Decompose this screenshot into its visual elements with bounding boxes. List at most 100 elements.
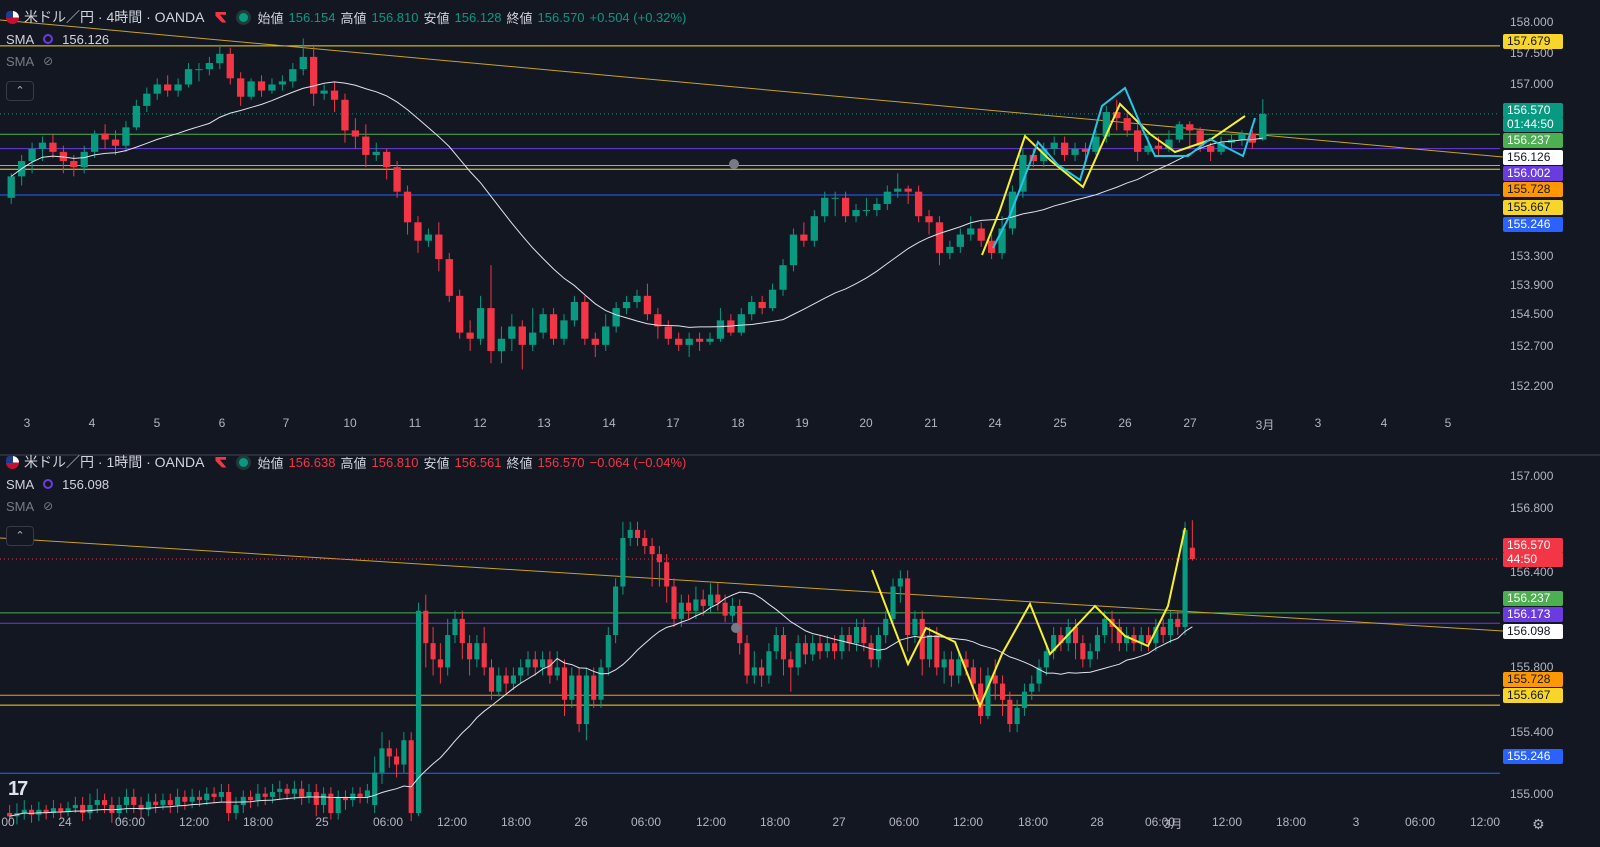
candle[interactable] [233, 796, 239, 820]
candle[interactable] [773, 626, 779, 660]
candle[interactable] [956, 651, 962, 684]
candle[interactable] [131, 788, 137, 814]
candle[interactable] [394, 748, 400, 778]
trend-line[interactable] [0, 537, 1504, 632]
candle[interactable] [839, 626, 845, 660]
candle[interactable] [810, 635, 816, 661]
candle[interactable] [1081, 142, 1090, 162]
candle[interactable] [1109, 610, 1115, 644]
candle[interactable] [627, 521, 633, 547]
candle[interactable] [649, 537, 655, 587]
candle[interactable] [1116, 618, 1122, 652]
sma-line[interactable] [10, 81, 1263, 328]
candle[interactable] [414, 216, 422, 253]
candle[interactable] [675, 332, 683, 351]
candle[interactable] [101, 124, 109, 149]
price-chart-1h[interactable] [0, 456, 1600, 847]
candle[interactable] [111, 130, 120, 155]
candle[interactable] [510, 667, 516, 691]
candle[interactable] [946, 240, 954, 260]
candle[interactable] [576, 667, 582, 733]
candle[interactable] [28, 142, 36, 174]
candle[interactable] [211, 787, 217, 804]
candle[interactable] [539, 308, 547, 339]
candle[interactable] [634, 521, 641, 547]
candle[interactable] [7, 804, 13, 822]
candle[interactable] [654, 308, 662, 339]
candle[interactable] [299, 38, 307, 76]
sma-hidden-row[interactable]: SMA ⊘ [6, 495, 686, 517]
symbol-row[interactable]: 米ドル／円 · 4時間 · OANDA 始値 156.154 高値 156.810 … [6, 6, 686, 28]
candle[interactable] [1092, 130, 1100, 155]
candle[interactable] [656, 546, 662, 587]
candle[interactable] [503, 667, 509, 694]
candle[interactable] [289, 63, 297, 88]
candle[interactable] [167, 793, 173, 814]
candle[interactable] [1189, 520, 1195, 561]
candle[interactable] [970, 659, 976, 700]
candle[interactable] [1182, 521, 1188, 636]
candle[interactable] [518, 320, 526, 370]
candle[interactable] [912, 610, 918, 644]
candle[interactable] [1175, 610, 1181, 636]
chart-panel-1h[interactable]: 米ドル／円 · 1時間 · OANDA 始値 156.638 高値 156.810 … [0, 454, 1600, 847]
candle[interactable] [284, 783, 290, 801]
candle[interactable] [218, 783, 224, 802]
candle[interactable] [1259, 99, 1267, 141]
candle[interactable] [1175, 121, 1183, 143]
candle[interactable] [476, 295, 485, 345]
candle[interactable] [1145, 626, 1152, 652]
candle[interactable] [700, 589, 706, 616]
candle[interactable] [883, 185, 891, 211]
candle[interactable] [824, 635, 830, 658]
candle[interactable] [262, 787, 268, 805]
candle[interactable] [122, 121, 130, 152]
candle[interactable] [205, 56, 214, 76]
candle[interactable] [817, 635, 823, 660]
candle[interactable] [226, 47, 234, 85]
candle[interactable] [497, 326, 506, 364]
candle[interactable] [488, 659, 495, 700]
candle[interactable] [80, 796, 86, 822]
candle[interactable] [841, 191, 850, 223]
candle[interactable] [423, 594, 429, 668]
candle[interactable] [529, 308, 537, 351]
candle[interactable] [525, 651, 531, 676]
candle[interactable] [759, 659, 765, 687]
candle[interactable] [430, 626, 436, 676]
candle[interactable] [1123, 112, 1131, 137]
chart-panel-4h[interactable]: 米ドル／円 · 4時間 · OANDA 始値 156.154 高値 156.810 … [0, 0, 1600, 454]
candle[interactable] [894, 173, 902, 198]
candle[interactable] [401, 732, 407, 773]
candle[interactable] [1094, 626, 1100, 660]
candle[interactable] [941, 651, 947, 684]
candle[interactable] [620, 521, 626, 595]
candle[interactable] [1007, 691, 1013, 733]
candle[interactable] [748, 295, 756, 321]
candle[interactable] [706, 332, 714, 345]
gear-icon[interactable]: ⚙ [1532, 816, 1545, 832]
candle[interactable] [351, 118, 360, 149]
candle[interactable] [518, 659, 524, 684]
collapse-legend-button[interactable]: ⌃ [6, 81, 34, 101]
candle[interactable] [1014, 699, 1020, 733]
candle[interactable] [278, 75, 287, 91]
candle[interactable] [508, 314, 516, 351]
candle[interactable] [216, 44, 224, 70]
candle[interactable] [1043, 643, 1049, 676]
candle[interactable] [729, 597, 735, 623]
candle[interactable] [408, 732, 414, 822]
candle[interactable] [561, 659, 568, 716]
candle[interactable] [1080, 635, 1086, 668]
candle[interactable] [1051, 626, 1057, 660]
candle[interactable] [49, 133, 57, 158]
candle[interactable] [904, 185, 912, 204]
candle[interactable] [678, 594, 684, 627]
candle[interactable] [132, 99, 141, 131]
candle[interactable] [350, 787, 356, 807]
candle[interactable] [36, 801, 42, 822]
candle[interactable] [919, 610, 925, 676]
candle[interactable] [570, 295, 579, 327]
candle[interactable] [335, 790, 341, 820]
candle[interactable] [21, 800, 27, 820]
